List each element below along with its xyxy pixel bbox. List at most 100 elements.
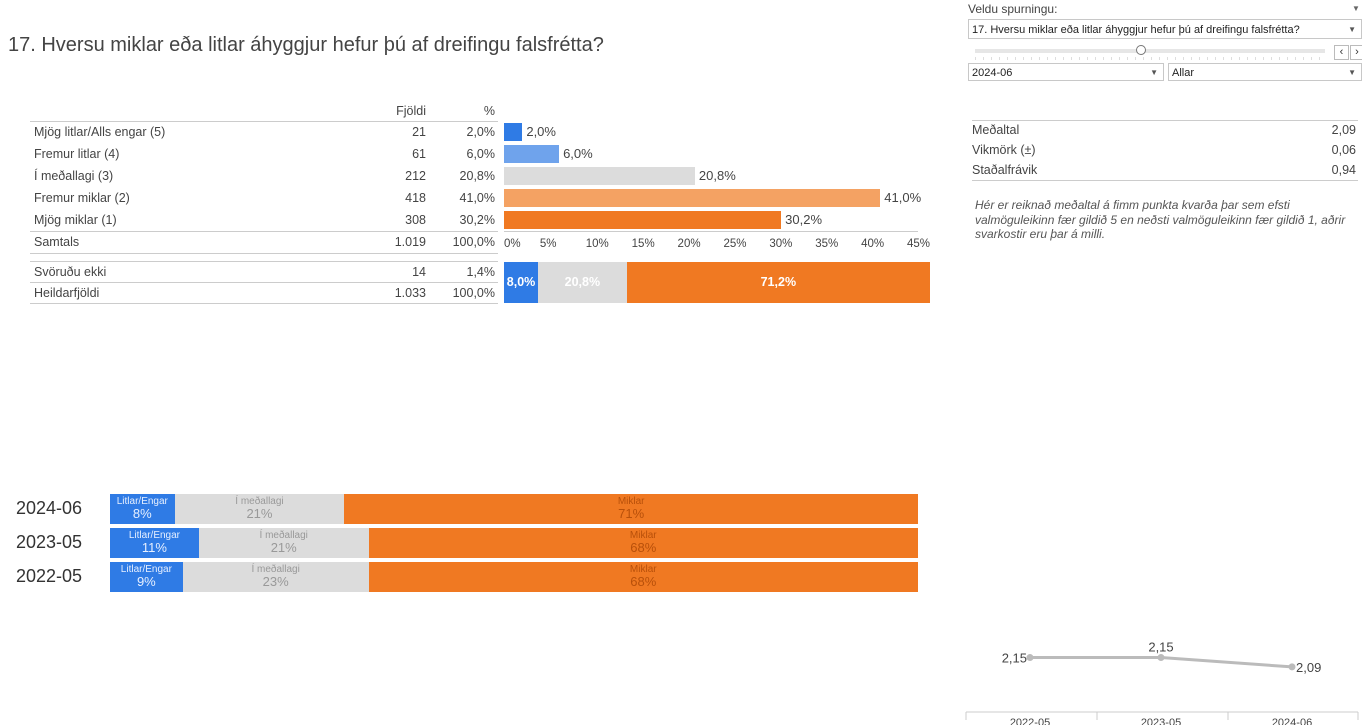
row-count: 14	[412, 265, 426, 279]
stat-row: Meðaltal 2,09	[972, 120, 1358, 140]
row-count: 61	[412, 147, 426, 161]
stat-label: Staðalfrávik	[972, 163, 1038, 177]
table-row: Mjög litlar/Alls engar (5) 21 2,0%	[30, 121, 498, 143]
segment-label: 71,2%	[760, 275, 797, 289]
divider	[972, 180, 1358, 181]
bar	[504, 211, 782, 229]
row-pct: 20,8%	[459, 169, 495, 183]
x-axis	[504, 231, 918, 232]
header-pct: %	[483, 104, 495, 118]
header-count: Fjöldi	[396, 104, 426, 118]
menu-dropdown-icon[interactable]: ▼	[1352, 4, 1360, 13]
row-label: Mjög miklar (1)	[34, 213, 117, 227]
segment-label: 20,8%	[564, 275, 601, 289]
bar-label: 30,2%	[785, 212, 823, 227]
segment-name: Í meðallagi	[235, 496, 284, 507]
segment-name: Í meðallagi	[251, 564, 300, 575]
stacked-segment: Í meðallagi 23%	[182, 562, 369, 592]
segment-name: Litlar/Engar	[120, 564, 172, 575]
note-text: Hér er reiknað meðaltal á fimm punkta kv…	[975, 198, 1346, 241]
no-answer-row: Svöruðu ekki 14 1,4%	[30, 261, 498, 283]
data-label: 2,15	[1148, 640, 1173, 655]
stacked-segment: Í meðallagi 21%	[174, 494, 345, 524]
segment-value: 21%	[270, 540, 297, 555]
x-tick-label: 5%	[539, 238, 557, 250]
row-label: Fremur miklar (2)	[34, 191, 130, 205]
slider-handle[interactable]	[1135, 45, 1146, 55]
stacked-segment: 20,8%	[538, 262, 627, 303]
row-label: Í meðallagi (3)	[34, 169, 114, 183]
row-label: Mjög litlar/Alls engar (5)	[34, 125, 166, 139]
row-label: Fremur litlar (4)	[34, 147, 120, 161]
x-tick-label: 20%	[677, 238, 701, 250]
stacked-segment: Litlar/Engar 11%	[110, 528, 199, 558]
chevron-down-icon: ▼	[1150, 68, 1158, 77]
bar	[504, 145, 560, 163]
question-select-value: 17. Hversu miklar eða litlar áhyggjur he…	[972, 24, 1300, 36]
stacked-segment: Miklar 68%	[368, 528, 918, 558]
stacked-segment: 8,0%	[504, 262, 539, 303]
chevron-right-icon[interactable]: ›	[1350, 45, 1362, 60]
x-tick-label: 25%	[723, 238, 747, 250]
bar-label: 20,8%	[698, 168, 736, 183]
stat-label: Meðaltal	[972, 123, 1020, 137]
question-select[interactable]: 17. Hversu miklar eða litlar áhyggjur he…	[968, 19, 1362, 39]
stacked-segment: Litlar/Engar 9%	[110, 562, 183, 592]
row-count: 1.033	[394, 286, 426, 300]
stacked-segment: Í meðallagi 21%	[198, 528, 369, 558]
x-tick-label: 15%	[631, 238, 655, 250]
question-label: Veldu spurningu:	[968, 2, 1058, 16]
slider-ticks	[975, 57, 1325, 60]
table-row: Mjög miklar (1) 308 30,2%	[30, 209, 498, 231]
divider	[30, 231, 498, 232]
x-tick-label: 45%	[907, 238, 931, 250]
segment-label: 8,0%	[506, 275, 536, 289]
bar-label: 41,0%	[884, 190, 922, 205]
chevron-down-icon: ▼	[1348, 68, 1356, 77]
page-title: 17. Hversu miklar eða litlar áhyggjur he…	[8, 34, 604, 56]
year-label: 2023-05	[16, 532, 83, 552]
date-select-value: 2024-06	[972, 67, 1013, 79]
group-select[interactable]: Allar ▼	[1168, 63, 1362, 81]
x-tick-label: 35%	[815, 238, 839, 250]
stacked-segment: Miklar 68%	[368, 562, 918, 592]
row-count: 308	[405, 213, 426, 227]
stacked-segment: Miklar 71%	[344, 494, 918, 524]
x-tick-label: 2024-06	[1272, 717, 1312, 725]
date-slider[interactable]	[975, 45, 1325, 55]
segment-name: Litlar/Engar	[116, 496, 168, 507]
divider	[30, 261, 498, 262]
stat-label: Vikmörk (±)	[972, 143, 1036, 157]
data-point	[1026, 654, 1034, 662]
divider	[30, 121, 498, 122]
row-pct: 100,0%	[452, 235, 495, 249]
segment-value: 71%	[618, 506, 645, 521]
chevron-left-icon[interactable]: ‹	[1334, 45, 1349, 60]
segment-name: Í meðallagi	[259, 530, 308, 541]
stat-value: 0,06	[1331, 143, 1356, 157]
row-pct: 1,4%	[466, 265, 496, 279]
row-pct: 41,0%	[459, 191, 495, 205]
divider	[972, 120, 1358, 121]
bar	[504, 167, 695, 185]
mean-trend-chart: 2,15 2022-05 2,15 2023-05 2,09 2024-06	[965, 640, 1359, 725]
total-row: Samtals 1.019 100,0%	[30, 231, 498, 253]
x-tick-label: 10%	[585, 238, 609, 250]
x-tick-label: 0%	[504, 238, 521, 250]
date-select[interactable]: 2024-06 ▼	[968, 63, 1164, 81]
segment-name: Miklar	[629, 530, 657, 541]
bar-label: 2,0%	[526, 124, 556, 139]
bar	[504, 189, 881, 207]
segment-value: 68%	[630, 574, 657, 589]
group-select-value: Allar	[1172, 67, 1195, 79]
divider	[30, 253, 498, 254]
stat-row: Staðalfrávik 0,94	[972, 160, 1358, 180]
table-row: Í meðallagi (3) 212 20,8%	[30, 165, 498, 187]
row-count: 212	[405, 169, 426, 183]
row-pct: 30,2%	[459, 213, 495, 227]
year-label: 2022-05	[16, 566, 83, 586]
segment-value: 21%	[246, 506, 273, 521]
stacked-segment: 71,2%	[626, 262, 930, 303]
grand-total-row: Heildarfjöldi 1.033 100,0%	[30, 282, 498, 304]
data-point	[1288, 663, 1296, 671]
